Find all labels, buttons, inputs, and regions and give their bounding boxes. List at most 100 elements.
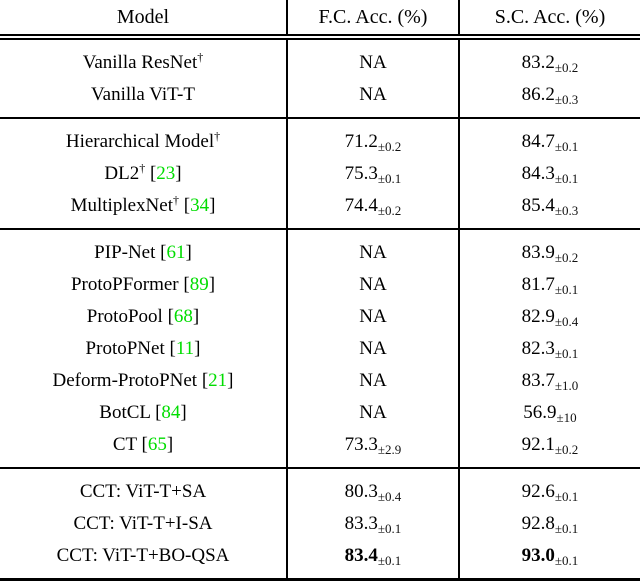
accuracy-value: 71.2 <box>344 131 378 152</box>
fc-acc-cell: NA <box>286 301 459 333</box>
sc-acc-cell: 86.2±0.3 <box>458 79 640 118</box>
accuracy-value: 73.3 <box>344 434 378 455</box>
citation-link[interactable]: [65] <box>136 434 174 455</box>
table-row: BotCL [84] NA 56.9±10 <box>0 397 640 429</box>
sc-acc-cell: 81.7±0.1 <box>458 269 640 301</box>
table-row: ProtoPFormer [89] NA 81.7±0.1 <box>0 269 640 301</box>
sc-acc-cell: 56.9±10 <box>458 397 640 429</box>
citation-link[interactable]: [89] <box>178 274 216 295</box>
std-dev-subscript: ±0.1 <box>554 346 579 361</box>
model-name: ProtoPool <box>86 306 163 327</box>
model-name: Deform-ProtoPNet <box>52 370 198 391</box>
sc-acc-cell: 92.8±0.1 <box>458 508 640 540</box>
accuracy-value: 83.7 <box>521 370 555 391</box>
citation-link[interactable]: [68] <box>162 306 200 327</box>
model-name: BotCL <box>99 402 151 423</box>
sc-acc-cell: 93.0±0.1 <box>458 540 640 580</box>
citation-link[interactable]: [34] <box>178 195 216 216</box>
model-name: ProtoPNet <box>85 338 165 359</box>
table-row: CCT: ViT-T+I-SA 83.3±0.1 92.8±0.1 <box>0 508 640 540</box>
na-value: NA <box>359 52 387 73</box>
table-row: Vanilla ViT-T NA 86.2±0.3 <box>0 79 640 118</box>
std-dev-subscript: ±0.4 <box>554 314 579 329</box>
table-row: PIP-Net [61] NA 83.9±0.2 <box>0 228 640 269</box>
model-cell: Hierarchical Model† <box>0 117 287 158</box>
model-cell: ProtoPFormer [89] <box>0 269 287 301</box>
std-dev-subscript: ±0.2 <box>377 139 402 154</box>
std-dev-subscript: ±2.9 <box>377 442 402 457</box>
fc-acc-cell: NA <box>286 79 459 118</box>
std-dev-subscript: ±0.2 <box>554 442 579 457</box>
std-dev-subscript: ±0.4 <box>377 489 402 504</box>
fc-acc-cell: 74.4±0.2 <box>286 190 459 229</box>
model-name: DL2 <box>104 163 140 184</box>
model-cell: CCT: ViT-T+SA <box>0 467 287 508</box>
accuracy-value: 93.0 <box>521 545 555 566</box>
accuracy-value: 83.2 <box>521 52 555 73</box>
accuracy-value: 80.3 <box>344 481 378 502</box>
accuracy-value: 85.4 <box>521 195 555 216</box>
citation-link[interactable]: [84] <box>150 402 187 423</box>
model-cell: ProtoPool [68] <box>0 301 287 333</box>
model-name: MultiplexNet <box>70 195 173 216</box>
na-value: NA <box>359 338 387 359</box>
model-cell: Vanilla ViT-T <box>0 79 287 118</box>
fc-acc-cell: 83.3±0.1 <box>286 508 459 540</box>
citation-number[interactable]: 89 <box>189 274 209 295</box>
table-body: Vanilla ResNet† NA 83.2±0.2 Vanilla ViT-T NA… <box>0 37 640 580</box>
na-value: NA <box>359 242 387 263</box>
sc-acc-cell: 83.9±0.2 <box>458 228 640 269</box>
accuracy-value: 56.9 <box>523 402 557 423</box>
citation-link[interactable]: [21] <box>197 370 234 391</box>
std-dev-subscript: ±1.0 <box>554 378 579 393</box>
accuracy-value: 84.7 <box>521 131 555 152</box>
model-cell: CCT: ViT-T+BO-QSA <box>0 540 287 580</box>
header-sc-acc: S.C. Acc. (%) <box>458 0 640 40</box>
na-value: NA <box>359 84 387 105</box>
std-dev-subscript: ±0.1 <box>554 553 579 568</box>
citation-number[interactable]: 68 <box>173 306 193 327</box>
accuracy-value: 86.2 <box>521 84 555 105</box>
accuracy-value: 83.9 <box>521 242 555 263</box>
fc-acc-cell: NA <box>286 228 459 269</box>
citation-number[interactable]: 23 <box>156 163 176 184</box>
model-cell: CCT: ViT-T+I-SA <box>0 508 287 540</box>
table-row: CCT: ViT-T+BO-QSA 83.4 ±0.1 93.0±0.1 <box>0 540 640 580</box>
accuracy-value: 75.3 <box>344 163 378 184</box>
citation-number[interactable]: 61 <box>166 242 186 263</box>
citation-number[interactable]: 34 <box>190 195 210 216</box>
citation-number[interactable]: 11 <box>175 338 195 359</box>
table-row: CCT: ViT-T+SA 80.3±0.4 92.6±0.1 <box>0 467 640 508</box>
table-row: DL2† [23] 75.3±0.1 84.3±0.1 <box>0 158 640 190</box>
std-dev-subscript: ±0.3 <box>554 92 579 107</box>
std-dev-subscript: ±0.1 <box>554 139 579 154</box>
table-row: MultiplexNet† [34] 74.4±0.2 85.4±0.3 <box>0 190 640 229</box>
accuracy-value: 92.8 <box>521 513 555 534</box>
std-dev-subscript: ±0.2 <box>554 60 579 75</box>
citation-link[interactable]: [11] <box>164 338 201 359</box>
std-dev-subscript: ±0.1 <box>554 521 579 536</box>
citation-number[interactable]: 21 <box>208 370 228 391</box>
fc-acc-cell: 71.2±0.2 <box>286 117 459 158</box>
citation-link[interactable]: [23] <box>145 163 182 184</box>
model-name: CCT: ViT-T+SA <box>79 481 207 502</box>
std-dev-subscript: ±0.1 <box>554 489 579 504</box>
header-model: Model <box>0 0 287 40</box>
model-cell: BotCL [84] <box>0 397 287 429</box>
accuracy-value: 84.3 <box>521 163 555 184</box>
fc-acc-cell: NA <box>286 397 459 429</box>
fc-acc-cell: NA <box>286 333 459 365</box>
accuracy-value: 83.4 <box>344 545 378 566</box>
std-dev-subscript: ±0.2 <box>377 203 402 218</box>
accuracy-value: 82.3 <box>521 338 555 359</box>
citation-link[interactable]: [61] <box>155 242 192 263</box>
accuracy-value: 92.1 <box>521 434 555 455</box>
fc-acc-cell: NA <box>286 269 459 301</box>
dagger-icon: † <box>197 50 204 64</box>
std-dev-subscript: ±10 <box>556 410 577 425</box>
citation-number[interactable]: 84 <box>161 402 181 423</box>
model-cell: Deform-ProtoPNet [21] <box>0 365 287 397</box>
citation-number[interactable]: 65 <box>147 434 167 455</box>
fc-acc-cell: 80.3±0.4 <box>286 467 459 508</box>
model-cell: Vanilla ResNet† <box>0 37 287 79</box>
